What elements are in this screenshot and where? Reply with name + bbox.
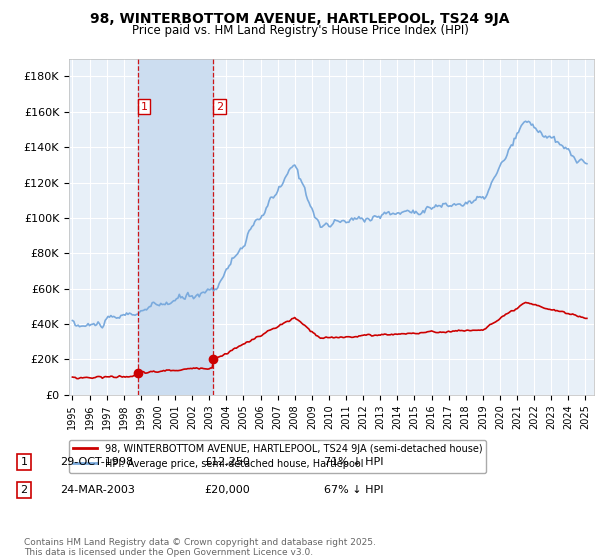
Text: £12,250: £12,250 — [204, 457, 250, 467]
Text: 2: 2 — [20, 485, 28, 495]
Bar — [138, 59, 213, 395]
Text: Price paid vs. HM Land Registry's House Price Index (HPI): Price paid vs. HM Land Registry's House … — [131, 24, 469, 37]
Text: £20,000: £20,000 — [204, 485, 250, 495]
Text: 29-OCT-1998: 29-OCT-1998 — [60, 457, 133, 467]
Text: 2: 2 — [216, 101, 223, 111]
Text: 67% ↓ HPI: 67% ↓ HPI — [324, 485, 383, 495]
Text: 98, WINTERBOTTOM AVENUE, HARTLEPOOL, TS24 9JA: 98, WINTERBOTTOM AVENUE, HARTLEPOOL, TS2… — [90, 12, 510, 26]
Text: Contains HM Land Registry data © Crown copyright and database right 2025.
This d: Contains HM Land Registry data © Crown c… — [24, 538, 376, 557]
Text: 71% ↓ HPI: 71% ↓ HPI — [324, 457, 383, 467]
Text: 24-MAR-2003: 24-MAR-2003 — [60, 485, 135, 495]
Legend: 98, WINTERBOTTOM AVENUE, HARTLEPOOL, TS24 9JA (semi-detached house), HPI: Averag: 98, WINTERBOTTOM AVENUE, HARTLEPOOL, TS2… — [68, 440, 486, 473]
Text: 1: 1 — [140, 101, 148, 111]
Text: 1: 1 — [20, 457, 28, 467]
